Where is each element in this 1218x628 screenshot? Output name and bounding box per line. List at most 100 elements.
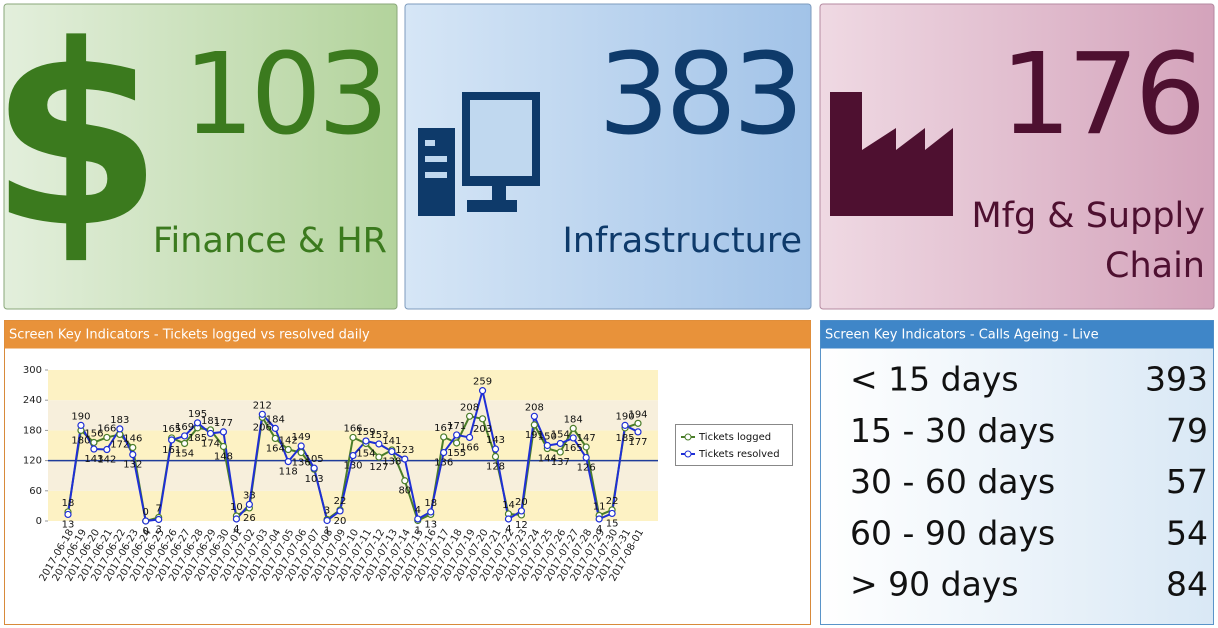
data-label: 130 — [343, 461, 362, 472]
data-label: 127 — [369, 462, 388, 473]
point — [129, 443, 137, 452]
point — [543, 441, 551, 450]
data-label: 136 — [292, 458, 311, 469]
data-label: 166 — [97, 423, 116, 434]
point — [440, 448, 448, 457]
data-label: 167 — [434, 423, 453, 434]
point — [530, 412, 538, 420]
point — [349, 451, 357, 460]
data-label: 165 — [162, 424, 181, 435]
data-label: 154 — [356, 448, 375, 459]
point — [556, 439, 564, 448]
tile-value: 176 — [1000, 30, 1202, 160]
factory-icon — [830, 92, 953, 216]
data-label: 259 — [473, 377, 492, 388]
data-label: 13 — [424, 519, 437, 530]
chart: 0601201802403002017-06-182017-06-192017-… — [23, 365, 793, 583]
data-label: 14 — [502, 500, 515, 511]
ageing-value: 84 — [1166, 565, 1208, 604]
data-label: 161 — [162, 445, 181, 456]
band — [48, 460, 658, 491]
data-label: 18 — [62, 498, 75, 509]
point — [595, 515, 603, 523]
point — [414, 515, 422, 523]
point — [103, 445, 111, 454]
data-label: 105 — [305, 454, 324, 465]
point — [258, 410, 266, 418]
y-tick-label: 120 — [23, 456, 42, 467]
point — [478, 415, 487, 423]
band — [48, 490, 658, 521]
panel-title: Screen Key Indicators - Calls Ageing - L… — [825, 328, 1099, 343]
data-label: 156 — [84, 428, 103, 439]
data-label: 159 — [356, 427, 375, 438]
point — [271, 424, 279, 432]
data-label: 180 — [71, 435, 90, 446]
point — [453, 431, 461, 439]
point — [504, 515, 513, 523]
data-label: 206 — [253, 422, 272, 433]
point — [323, 516, 331, 525]
data-label: 136 — [434, 458, 453, 469]
tile-label: Infrastructure — [563, 221, 803, 261]
ageing-value: 79 — [1166, 411, 1208, 450]
ageing-panel — [820, 320, 1214, 625]
data-label: 20 — [334, 516, 347, 527]
tile-value: 383 — [598, 30, 800, 160]
data-label: 177 — [214, 418, 233, 429]
ageing-value: 57 — [1166, 462, 1208, 501]
point — [232, 515, 241, 523]
data-label: 208 — [460, 402, 479, 413]
point — [401, 477, 409, 485]
point — [142, 517, 150, 525]
data-label: 142 — [97, 455, 116, 466]
data-label: 142 — [279, 436, 298, 447]
data-label: 4 — [415, 505, 421, 516]
data-label: 144 — [538, 454, 557, 465]
data-label: 15 — [606, 518, 619, 529]
point — [284, 445, 292, 454]
tile-value: 103 — [183, 30, 385, 160]
data-label: 12 — [515, 520, 528, 531]
point — [465, 412, 474, 420]
legend-box — [675, 424, 793, 466]
data-label: 126 — [577, 463, 596, 474]
point — [155, 515, 163, 524]
point — [180, 432, 189, 440]
point — [388, 447, 396, 456]
data-label: 203 — [473, 424, 492, 435]
band — [48, 370, 658, 401]
data-label: 177 — [628, 437, 647, 448]
data-label: 184 — [266, 414, 285, 425]
data-label: 80 — [398, 486, 411, 497]
point — [621, 421, 629, 429]
panel-header — [820, 320, 1214, 349]
point — [77, 421, 85, 429]
data-label: 212 — [253, 400, 272, 411]
data-label: 169 — [175, 422, 194, 433]
data-label: 194 — [628, 409, 647, 420]
data-label: 10 — [230, 502, 243, 513]
ageing-label: 15 - 30 days — [850, 411, 1055, 450]
point — [90, 438, 98, 447]
legend-swatch — [684, 450, 692, 458]
point — [491, 452, 500, 461]
point — [219, 428, 228, 436]
y-tick-label: 0 — [36, 516, 42, 527]
data-label: 183 — [110, 415, 129, 426]
data-label: 172 — [110, 439, 129, 450]
data-label: 190 — [615, 411, 634, 422]
data-label: 0 — [143, 526, 149, 537]
ageing-label: 30 - 60 days — [850, 462, 1055, 501]
point — [569, 434, 577, 442]
point — [375, 453, 383, 461]
data-label: 138 — [382, 457, 401, 468]
tile — [3, 3, 398, 310]
y-tick-label: 60 — [29, 486, 42, 497]
data-label: 154 — [175, 448, 194, 459]
panel-title: Screen Key Indicators - Tickets logged v… — [9, 328, 370, 343]
data-label: 190 — [71, 411, 90, 422]
point — [349, 433, 357, 442]
point — [180, 439, 189, 448]
